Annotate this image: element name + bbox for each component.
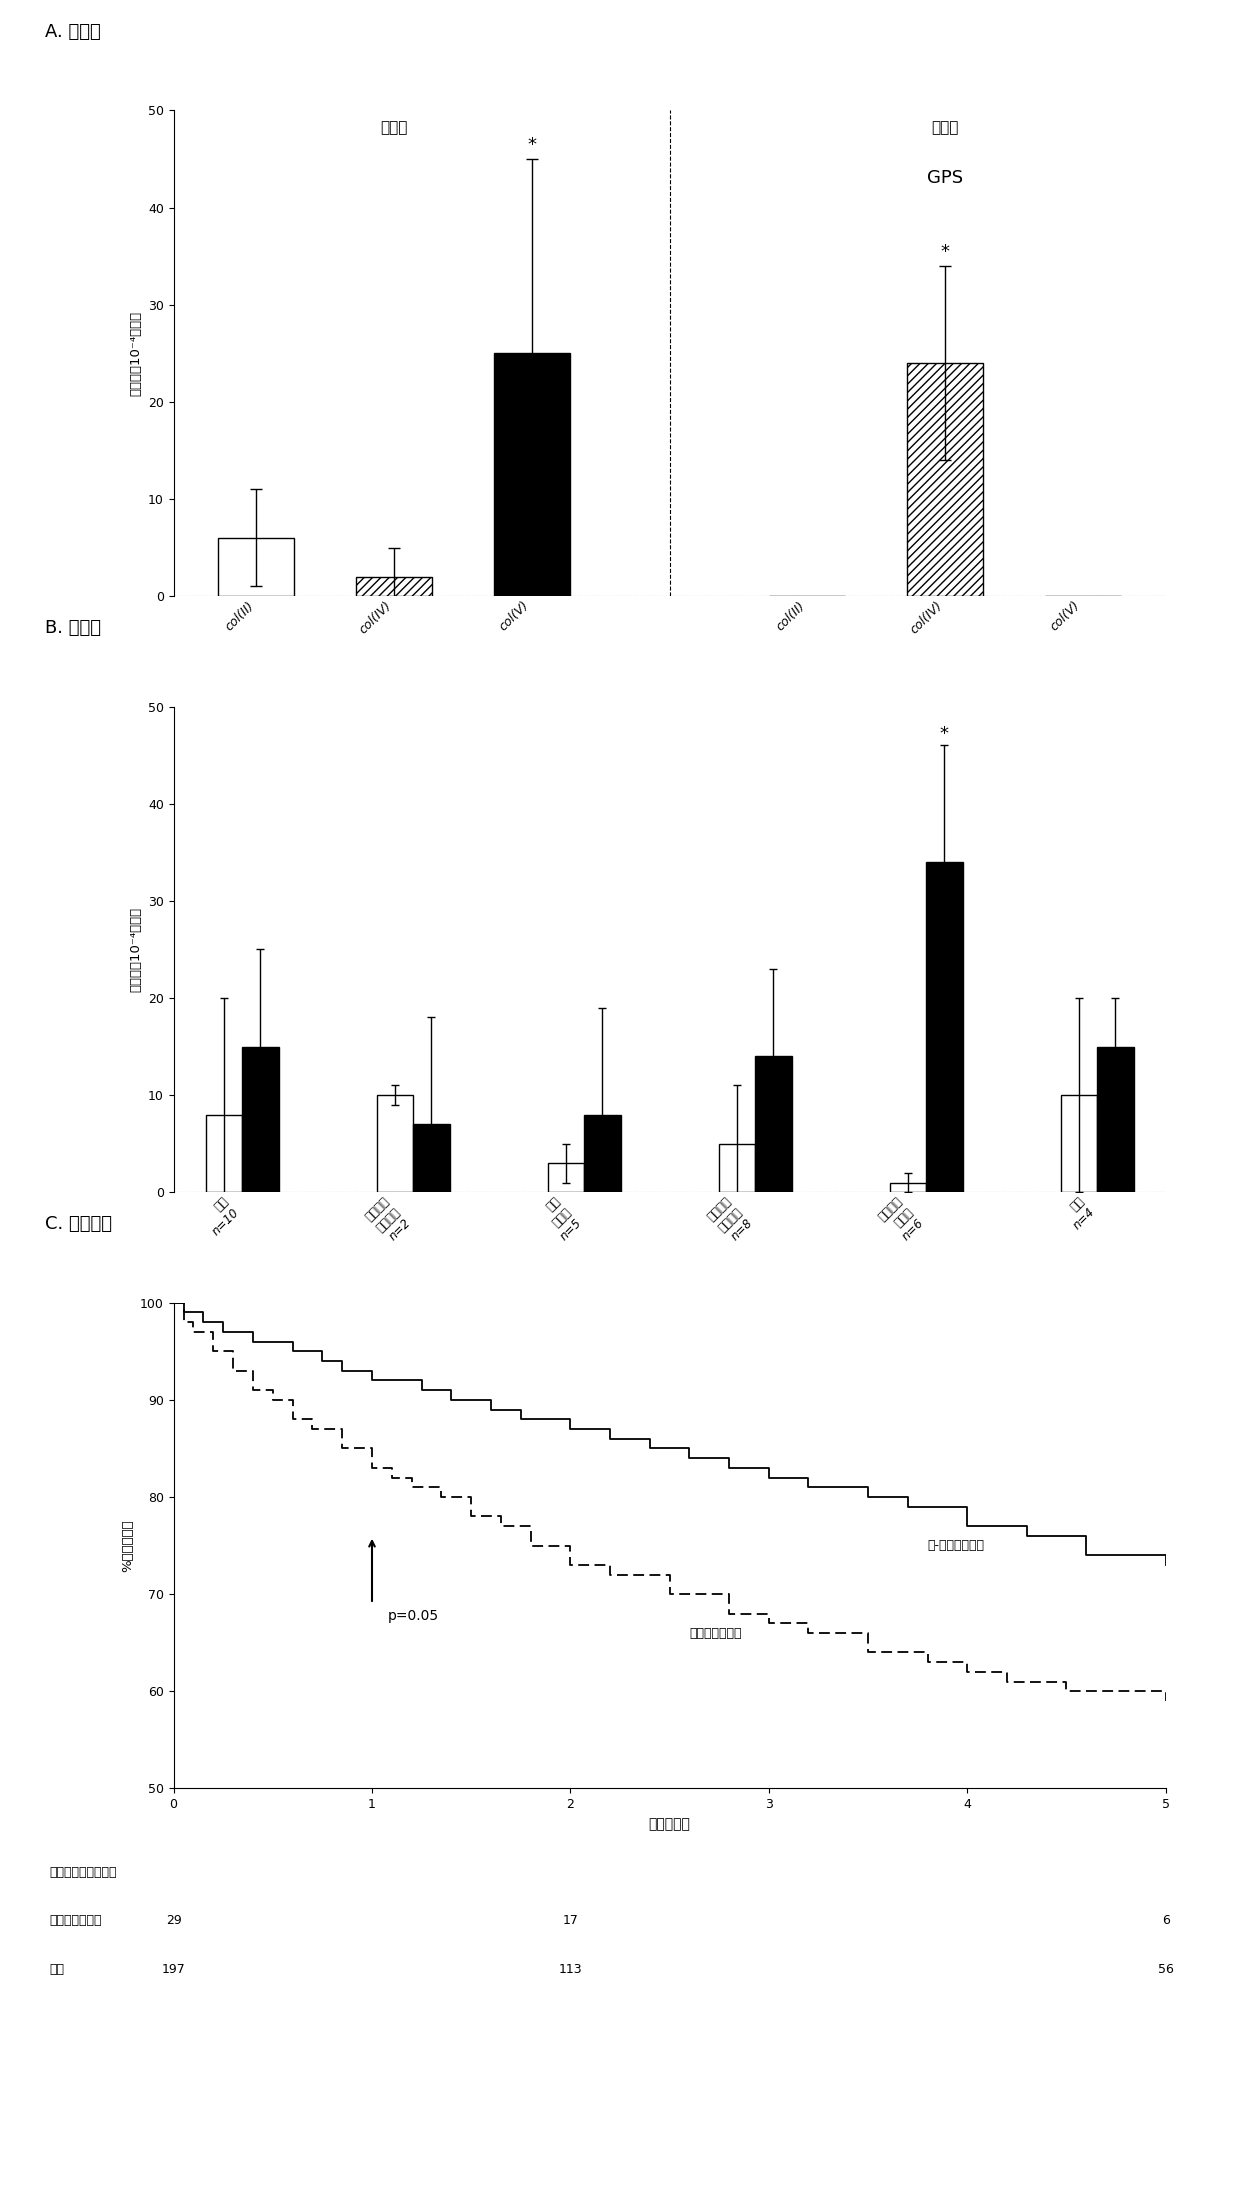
Text: 肺移植: 肺移植 xyxy=(381,119,408,135)
Bar xyxy=(377,1095,413,1192)
Text: 29: 29 xyxy=(166,1914,181,1928)
Text: 6: 6 xyxy=(1162,1914,1169,1928)
Text: 197: 197 xyxy=(161,1963,186,1976)
Text: 存在风险的受者数目: 存在风险的受者数目 xyxy=(50,1866,117,1879)
Text: 113: 113 xyxy=(558,1963,583,1976)
Text: C. 移植存活: C. 移植存活 xyxy=(45,1214,112,1234)
Text: *: * xyxy=(940,724,949,742)
Text: 非-特发性纤维化: 非-特发性纤维化 xyxy=(928,1539,985,1552)
Text: p=0.05: p=0.05 xyxy=(388,1610,439,1623)
Text: B. 移植前: B. 移植前 xyxy=(45,618,100,638)
Text: 特发性肺纤维化: 特发性肺纤维化 xyxy=(689,1627,742,1641)
Bar xyxy=(926,861,962,1192)
Text: 肾移植: 肾移植 xyxy=(931,119,959,135)
Text: 特发性肺纤维化: 特发性肺纤维化 xyxy=(50,1914,102,1928)
Text: 17: 17 xyxy=(563,1914,578,1928)
Bar xyxy=(356,576,432,596)
Bar xyxy=(548,1164,584,1192)
Bar xyxy=(494,353,569,596)
Y-axis label: %移植去失率: %移植去失率 xyxy=(122,1519,134,1572)
Bar xyxy=(908,362,983,596)
Text: 其它: 其它 xyxy=(50,1963,64,1976)
Bar xyxy=(755,1055,791,1192)
Bar xyxy=(218,539,294,596)
Bar xyxy=(1097,1047,1133,1192)
X-axis label: 移植后年数: 移植后年数 xyxy=(649,1817,691,1830)
Text: *: * xyxy=(941,243,950,261)
Text: *: * xyxy=(527,137,537,155)
Text: A. 移植后: A. 移植后 xyxy=(45,22,100,42)
Y-axis label: 净水肿（10⁻⁴英尺）: 净水肿（10⁻⁴英尺） xyxy=(129,907,143,991)
Bar xyxy=(413,1124,450,1192)
Text: 56: 56 xyxy=(1158,1963,1173,1976)
Bar xyxy=(889,1183,926,1192)
Bar xyxy=(1060,1095,1097,1192)
Y-axis label: 净水肿（10⁻⁴英尺）: 净水肿（10⁻⁴英尺） xyxy=(129,311,143,395)
Bar xyxy=(206,1115,242,1192)
Bar xyxy=(242,1047,279,1192)
Bar xyxy=(584,1115,620,1192)
Bar xyxy=(719,1144,755,1192)
Text: GPS: GPS xyxy=(928,168,963,188)
